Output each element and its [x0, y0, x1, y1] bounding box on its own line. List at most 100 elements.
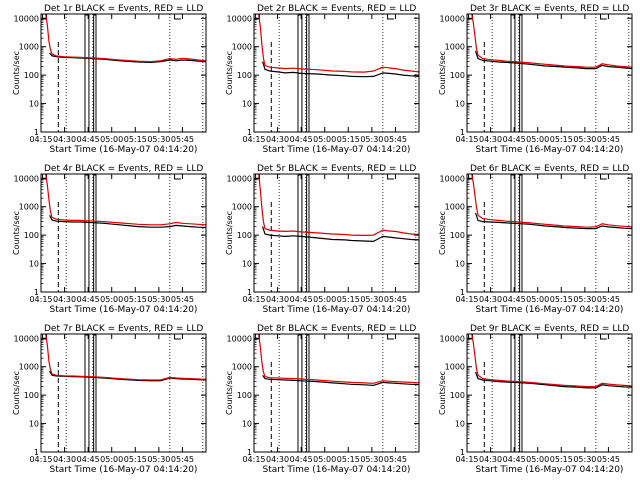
- x-tick-label: 04:45: [290, 135, 313, 144]
- y-tick-label: 1: [247, 128, 252, 137]
- y-tick-label: 1: [460, 448, 465, 457]
- y-tick-label: 1000: [445, 43, 465, 52]
- x-tick-label: 05:15: [337, 295, 360, 304]
- plot-frame: [466, 333, 633, 453]
- events-series-line: [262, 61, 420, 78]
- y-tick-label: 10000: [14, 14, 39, 23]
- x-tick-label: 05:00: [100, 295, 123, 304]
- lld-series-line: [45, 334, 207, 381]
- x-tick-label: 04:45: [77, 135, 100, 144]
- data-gap-spike: [510, 174, 516, 293]
- y-tick-label: 10: [455, 100, 465, 109]
- y-tick-label: 1000: [232, 203, 252, 212]
- lld-series-line: [258, 14, 420, 73]
- y-tick-label: 10000: [227, 14, 252, 23]
- end-flag-mark: [174, 334, 181, 340]
- end-flag-mark: [174, 174, 181, 180]
- x-tick-label: 05:45: [384, 295, 407, 304]
- data-gap-spike: [306, 174, 310, 293]
- y-tick-label: 100: [237, 71, 252, 80]
- data-gap-spike: [510, 334, 516, 453]
- plot-frame: [40, 13, 207, 133]
- y-axis-label: Counts/sec: [438, 51, 447, 95]
- data-gap-spike: [306, 334, 310, 453]
- x-tick-label: 05:15: [124, 455, 147, 464]
- x-tick-label: 04:15: [455, 455, 478, 464]
- plot-frame: [466, 173, 633, 293]
- panel-title: Det 5r BLACK = Events, RED = LLD: [257, 164, 416, 174]
- x-tick-label: 05:45: [171, 295, 194, 304]
- y-tick-label: 100: [450, 391, 465, 400]
- data-gap-spike: [510, 14, 516, 133]
- y-tick-label: 1000: [445, 203, 465, 212]
- y-tick-label: 1000: [232, 43, 252, 52]
- lld-series-line: [471, 13, 633, 68]
- y-tick-label: 10000: [14, 334, 39, 343]
- panel-7: Det 7r BLACK = Events, RED = LLD 1 10 100 10…: [12, 324, 207, 475]
- x-axis-label: Start Time (16-May-07 04:14:20): [50, 145, 198, 155]
- data-gap-spike: [84, 174, 90, 293]
- events-series-line: [475, 371, 633, 389]
- data-gap-spike: [84, 14, 90, 133]
- x-tick-label: 05:30: [147, 295, 170, 304]
- y-tick-label: 1: [247, 448, 252, 457]
- x-tick-label: 05:45: [384, 135, 407, 144]
- x-tick-label: 05:15: [550, 135, 573, 144]
- data-gap-spike: [93, 14, 97, 133]
- panel-title: Det 3r BLACK = Events, RED = LLD: [470, 4, 629, 14]
- x-tick-label: 05:00: [100, 135, 123, 144]
- data-gap-spike: [84, 334, 90, 453]
- x-tick-label: 04:45: [503, 295, 526, 304]
- x-tick-label: 04:15: [29, 455, 52, 464]
- y-axis-label: Counts/sec: [12, 211, 21, 255]
- x-tick-label: 05:45: [171, 135, 194, 144]
- panel-3: Det 3r BLACK = Events, RED = LLD 1 10 100 10…: [438, 4, 633, 155]
- x-tick-label: 05:45: [597, 135, 620, 144]
- plot-frame: [253, 13, 420, 133]
- panel-title: Det 8r BLACK = Events, RED = LLD: [257, 324, 416, 334]
- x-tick-label: 04:45: [77, 455, 100, 464]
- y-tick-label: 10000: [227, 334, 252, 343]
- y-tick-label: 10000: [440, 14, 465, 23]
- panel-8: Det 8r BLACK = Events, RED = LLD 1 10 100 10…: [225, 324, 420, 475]
- data-gap-spike: [519, 174, 523, 293]
- events-series-line: [475, 212, 633, 230]
- y-axis-label: Counts/sec: [225, 211, 234, 255]
- x-axis-label: Start Time (16-May-07 04:14:20): [263, 145, 411, 155]
- x-tick-label: 05:30: [573, 455, 596, 464]
- x-tick-label: 04:45: [503, 455, 526, 464]
- panel-1: Det 1r BLACK = Events, RED = LLD 1 10 100 10…: [12, 4, 207, 155]
- y-tick-label: 1000: [445, 363, 465, 372]
- y-tick-label: 100: [450, 71, 465, 80]
- lld-series-line: [258, 334, 420, 384]
- x-tick-label: 04:45: [290, 455, 313, 464]
- x-axis-label: Start Time (16-May-07 04:14:20): [50, 305, 198, 315]
- x-tick-label: 04:45: [77, 295, 100, 304]
- y-tick-label: 1: [247, 288, 252, 297]
- panel-9: Det 9r BLACK = Events, RED = LLD 1 10 100 10…: [438, 324, 633, 475]
- x-tick-label: 05:45: [384, 455, 407, 464]
- data-gap-spike: [93, 174, 97, 293]
- x-tick-label: 04:15: [242, 295, 265, 304]
- x-axis-label: Start Time (16-May-07 04:14:20): [476, 465, 624, 475]
- x-tick-label: 04:15: [455, 295, 478, 304]
- x-tick-label: 05:30: [147, 455, 170, 464]
- y-tick-label: 10: [29, 260, 39, 269]
- y-axis-label: Counts/sec: [12, 371, 21, 415]
- plot-frame: [253, 333, 420, 453]
- x-tick-label: 04:15: [29, 295, 52, 304]
- events-series-line: [49, 215, 207, 229]
- x-tick-label: 05:00: [526, 455, 549, 464]
- x-tick-label: 05:30: [360, 455, 383, 464]
- x-tick-label: 05:15: [550, 455, 573, 464]
- y-tick-label: 100: [237, 231, 252, 240]
- data-gap-spike: [93, 334, 97, 453]
- y-tick-label: 1000: [19, 203, 39, 212]
- end-flag-mark: [387, 334, 394, 340]
- end-flag-mark: [174, 14, 181, 20]
- y-tick-label: 10: [29, 100, 39, 109]
- lld-series-line: [471, 333, 633, 388]
- x-tick-label: 04:30: [53, 135, 76, 144]
- lld-series-line: [45, 174, 207, 226]
- x-tick-label: 04:30: [479, 295, 502, 304]
